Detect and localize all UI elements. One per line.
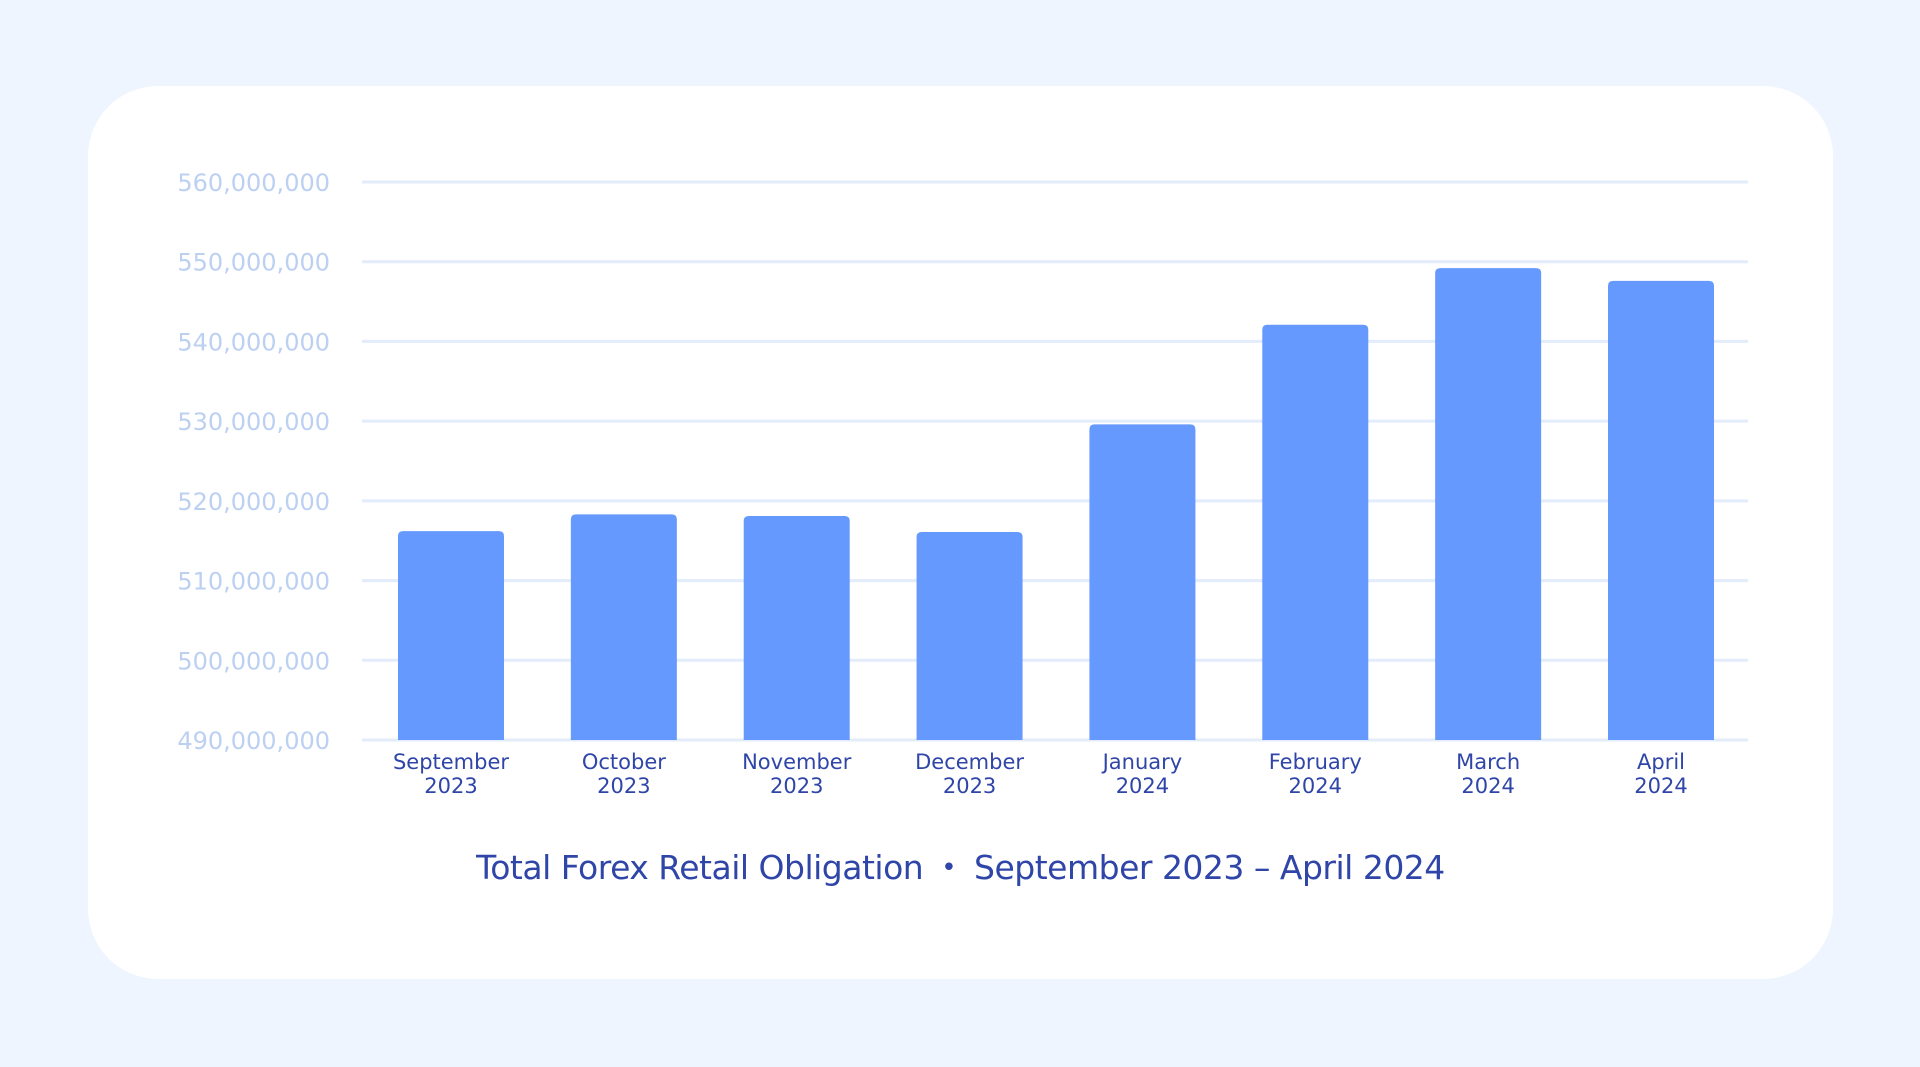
y-tick-label: 520,000,000	[177, 488, 330, 516]
y-tick-label: 550,000,000	[177, 249, 330, 277]
x-tick-month: January	[1101, 750, 1183, 774]
x-tick-label: April 2024	[1634, 750, 1687, 798]
bar	[1262, 324, 1369, 740]
x-tick-year: 2023	[597, 774, 650, 798]
x-tick-year: 2024	[1634, 774, 1687, 798]
x-tick-label: December 2023	[915, 750, 1024, 798]
y-tick-label: 510,000,000	[177, 568, 330, 596]
x-tick-year: 2024	[1116, 774, 1169, 798]
x-tick-year: 2023	[770, 774, 823, 798]
bar	[1435, 268, 1542, 740]
y-tick-label: 490,000,000	[177, 727, 330, 755]
x-tick-month: October	[582, 750, 666, 774]
bar	[1608, 280, 1714, 740]
chart-title: Total Forex Retail Obligation • September …	[88, 848, 1833, 887]
chart-subtitle-text: September 2023 – April 2024	[974, 848, 1445, 887]
x-tick-month: February	[1269, 750, 1362, 774]
bar	[1089, 424, 1196, 740]
bar	[398, 531, 504, 740]
x-tick-month: September	[393, 750, 509, 774]
x-tick-year: 2023	[424, 774, 477, 798]
title-separator: •	[941, 853, 957, 883]
x-tick-year: 2023	[943, 774, 996, 798]
x-tick-month: March	[1456, 750, 1520, 774]
x-tick-month: November	[742, 750, 852, 774]
bar	[916, 531, 1023, 740]
x-tick-label: November 2023	[742, 750, 852, 798]
x-tick-label: March 2024	[1456, 750, 1520, 798]
x-tick-label: October 2023	[582, 750, 666, 798]
bar	[570, 514, 677, 740]
x-tick-year: 2024	[1289, 774, 1342, 798]
chart-title-text: Total Forex Retail Obligation	[476, 848, 924, 887]
y-tick-label: 530,000,000	[177, 408, 330, 436]
x-tick-month: December	[915, 750, 1024, 774]
x-tick-year: 2024	[1461, 774, 1514, 798]
y-tick-label: 560,000,000	[177, 169, 330, 197]
x-tick-label: September 2023	[393, 750, 509, 798]
x-tick-month: April	[1637, 750, 1685, 774]
x-tick-label: February 2024	[1269, 750, 1362, 798]
y-tick-label: 500,000,000	[177, 647, 330, 675]
x-tick-label: January 2024	[1101, 750, 1183, 798]
bar	[743, 516, 850, 740]
y-tick-label: 540,000,000	[177, 328, 330, 356]
